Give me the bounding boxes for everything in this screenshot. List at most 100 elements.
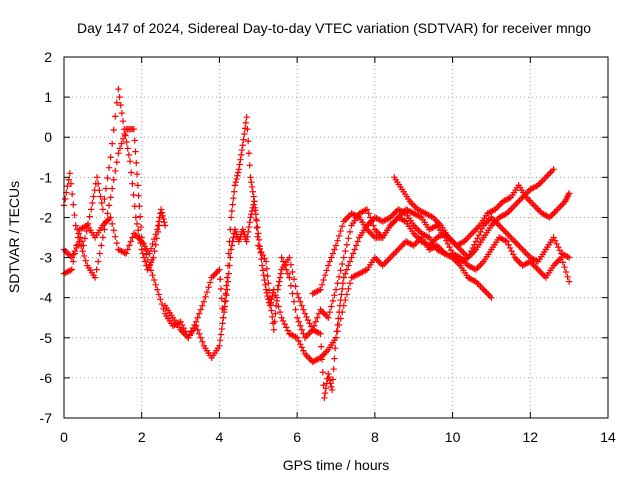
data-point-marker	[297, 340, 304, 348]
data-point-marker	[116, 145, 124, 152]
data-point-marker	[255, 230, 262, 237]
data-point-marker	[565, 190, 573, 197]
data-point-marker	[160, 215, 167, 223]
data-point-marker	[99, 206, 107, 213]
data-point-marker	[278, 254, 285, 261]
data-point-marker	[279, 317, 287, 325]
data-point-marker	[340, 254, 347, 261]
data-point-marker	[225, 250, 232, 257]
data-point-marker	[61, 195, 69, 203]
data-point-marker	[110, 126, 117, 134]
data-point-marker	[105, 164, 113, 171]
data-point-marker	[234, 172, 241, 179]
data-point-marker	[262, 258, 270, 265]
x-tick-label: 6	[293, 429, 301, 445]
data-point-marker	[329, 376, 337, 383]
data-point-marker	[300, 306, 307, 313]
data-point-marker	[348, 254, 355, 261]
data-point-marker	[321, 272, 329, 279]
data-point-marker	[270, 326, 278, 333]
data-point-marker	[327, 380, 334, 387]
data-point-marker	[317, 330, 324, 337]
data-point-marker	[328, 303, 335, 310]
data-point-marker	[239, 142, 246, 149]
data-point-marker	[197, 306, 204, 313]
data-point-marker	[339, 260, 346, 268]
data-point-marker	[326, 377, 333, 384]
data-point-marker	[503, 238, 511, 245]
y-tick-label: -3	[40, 250, 53, 266]
x-tick-label: 2	[138, 429, 146, 445]
data-point-marker	[133, 170, 141, 178]
x-tick-label: 14	[600, 429, 616, 445]
data-point-marker	[326, 258, 333, 265]
data-point-marker	[505, 241, 512, 248]
data-point-marker	[71, 211, 78, 219]
data-point-marker	[317, 286, 324, 293]
data-point-marker	[342, 247, 349, 255]
data-point-marker	[185, 334, 192, 341]
data-point-marker	[154, 286, 161, 293]
data-point-marker	[220, 314, 227, 321]
data-point-marker	[88, 206, 95, 213]
data-point-marker	[246, 219, 253, 226]
data-point-marker	[245, 150, 253, 157]
data-point-marker	[229, 201, 236, 208]
data-point-marker	[107, 214, 114, 221]
data-point-marker	[177, 318, 184, 325]
x-tick-label: 10	[445, 429, 461, 445]
y-tick-label: -7	[40, 410, 53, 426]
data-point-marker	[312, 318, 319, 325]
data-point-marker	[335, 273, 343, 281]
data-point-marker	[223, 282, 230, 289]
data-point-marker	[255, 236, 263, 244]
data-point-marker	[118, 140, 125, 147]
data-point-marker	[259, 251, 267, 259]
data-point-marker	[194, 326, 201, 333]
data-point-marker	[247, 174, 254, 181]
data-point-marker	[551, 237, 559, 244]
data-point-marker	[81, 235, 89, 242]
data-point-marker	[196, 310, 203, 317]
data-point-marker	[335, 315, 342, 322]
data-point-marker	[250, 201, 257, 208]
data-point-marker	[276, 308, 284, 316]
y-tick-label: 2	[44, 49, 52, 65]
data-point-marker	[325, 370, 332, 378]
data-point-marker	[105, 202, 113, 209]
data-point-marker	[64, 182, 71, 190]
data-point-marker	[227, 214, 235, 221]
data-point-marker	[144, 256, 152, 264]
data-point-marker	[231, 182, 239, 189]
data-point-marker	[290, 298, 298, 305]
data-point-marker	[154, 226, 161, 233]
data-point-marker	[72, 222, 79, 229]
data-point-marker	[295, 294, 302, 301]
data-point-marker	[81, 252, 88, 260]
data-point-marker	[203, 288, 211, 296]
data-point-marker	[108, 185, 116, 192]
data-point-marker	[325, 262, 332, 269]
data-point-marker	[343, 266, 351, 273]
y-tick-label: -5	[40, 330, 53, 346]
data-point-marker	[478, 225, 486, 232]
data-point-marker	[158, 209, 166, 216]
data-point-marker	[334, 280, 341, 287]
data-point-marker	[265, 287, 273, 294]
data-point-marker	[206, 279, 214, 286]
data-point-marker	[202, 293, 209, 301]
data-point-marker	[236, 161, 243, 168]
data-point-marker	[508, 247, 515, 255]
data-point-marker	[242, 119, 250, 126]
data-point-marker	[254, 233, 261, 240]
x-tick-label: 4	[216, 429, 224, 445]
x-axis-label: GPS time / hours	[283, 457, 390, 473]
data-point-marker	[136, 203, 143, 210]
data-point-marker	[328, 386, 336, 394]
data-point-marker	[110, 227, 117, 234]
data-point-marker	[346, 280, 354, 287]
data-point-marker	[328, 254, 335, 261]
data-point-marker	[254, 223, 261, 231]
data-point-marker	[218, 295, 225, 302]
data-point-marker	[318, 356, 326, 363]
